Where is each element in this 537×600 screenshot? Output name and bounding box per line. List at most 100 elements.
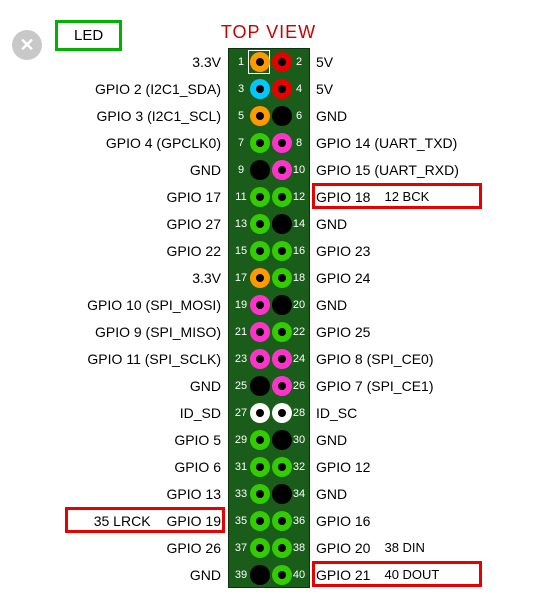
pin-number: 12 <box>290 183 308 210</box>
pin-number: 14 <box>290 210 308 237</box>
pin-label-right: 5V <box>314 48 536 75</box>
pin-hole <box>250 187 270 207</box>
pin-hole <box>250 133 270 153</box>
pin-label-left: ID_SD <box>1 399 223 426</box>
pin-label-right: GND <box>314 102 536 129</box>
highlight-box <box>312 183 482 209</box>
pin-label-left: GPIO 2 (I2C1_SDA) <box>1 75 223 102</box>
pin-hole <box>272 457 292 477</box>
highlight-box <box>312 561 482 587</box>
pin-label-left: GND <box>1 372 223 399</box>
pin-number: 3 <box>232 75 250 102</box>
led-callout: LED <box>55 20 122 51</box>
pin-label-left: 3.3V <box>1 264 223 291</box>
pin-number: 30 <box>290 426 308 453</box>
pin-label-right: GPIO 14 (UART_TXD) <box>314 129 536 156</box>
pin-hole <box>250 511 270 531</box>
pin-number: 28 <box>290 399 308 426</box>
pin-label-left: GPIO 17 <box>1 183 223 210</box>
pin-hole <box>272 484 292 504</box>
pin-hole <box>272 241 292 261</box>
pin-label-right: GPIO 23 <box>314 237 536 264</box>
pin-number: 34 <box>290 480 308 507</box>
pin-label-right: GPIO 15 (UART_RXD) <box>314 156 536 183</box>
pin-hole <box>272 268 292 288</box>
pin-label-right: GPIO 8 (SPI_CE0) <box>314 345 536 372</box>
pin-hole <box>250 106 270 126</box>
pin-label-right: GPIO 12 <box>314 453 536 480</box>
pin-hole <box>250 52 270 72</box>
pin-number: 35 <box>232 507 250 534</box>
pin-label-left: GPIO 13 <box>1 480 223 507</box>
pin-number: 5 <box>232 102 250 129</box>
highlight-box <box>65 507 225 533</box>
pin-number: 16 <box>290 237 308 264</box>
pin-hole <box>272 214 292 234</box>
pin-hole <box>250 79 270 99</box>
pin-label-right: GND <box>314 480 536 507</box>
pin-label-right: ID_SC <box>314 399 536 426</box>
pin-number: 17 <box>232 264 250 291</box>
pin-hole <box>272 565 292 585</box>
pin-hole <box>272 511 292 531</box>
pin-number: 7 <box>232 129 250 156</box>
pin-number: 26 <box>290 372 308 399</box>
pinout-diagram: ✕ LED TOP VIEW 3.3V125VGPIO 2 (I2C1_SDA)… <box>0 0 537 600</box>
pin-hole <box>250 160 270 180</box>
pin-number: 29 <box>232 426 250 453</box>
pin-number: 18 <box>290 264 308 291</box>
pin-label-right: GPIO 7 (SPI_CE1) <box>314 372 536 399</box>
pin-number: 10 <box>290 156 308 183</box>
pin-number: 8 <box>290 129 308 156</box>
pin-hole <box>250 457 270 477</box>
pin-label-left: GND <box>1 561 223 588</box>
pin-number: 6 <box>290 102 308 129</box>
pin-number: 36 <box>290 507 308 534</box>
title: TOP VIEW <box>221 22 316 43</box>
pin-label-right: GND <box>314 210 536 237</box>
led-label: LED <box>74 27 103 44</box>
pin-number: 38 <box>290 534 308 561</box>
pin-number: 19 <box>232 291 250 318</box>
pin-hole <box>250 430 270 450</box>
pin-hole <box>250 538 270 558</box>
pin-label-left: GPIO 3 (I2C1_SCL) <box>1 102 223 129</box>
pin-hole <box>272 52 292 72</box>
pin-hole <box>272 106 292 126</box>
pin-hole <box>250 349 270 369</box>
pin-label-left: 3.3V <box>1 48 223 75</box>
pin-hole <box>272 322 292 342</box>
pin-number: 31 <box>232 453 250 480</box>
pin-number: 13 <box>232 210 250 237</box>
pin-hole <box>250 214 270 234</box>
pin-hole <box>272 349 292 369</box>
pin-label-right: GPIO 16 <box>314 507 536 534</box>
pin-label-right: GPIO 25 <box>314 318 536 345</box>
pin-label-left: GPIO 9 (SPI_MISO) <box>1 318 223 345</box>
pin-number: 25 <box>232 372 250 399</box>
pin-label-left: GPIO 26 <box>1 534 223 561</box>
pin-number: 32 <box>290 453 308 480</box>
pin-hole <box>250 322 270 342</box>
pin-number: 4 <box>290 75 308 102</box>
pin-label-right: GND <box>314 291 536 318</box>
pin-number: 40 <box>290 561 308 588</box>
pin-hole <box>272 430 292 450</box>
pin-label-left: GND <box>1 156 223 183</box>
pin-label-left: GPIO 10 (SPI_MOSI) <box>1 291 223 318</box>
pin-label-right: GND <box>314 426 536 453</box>
pin-hole <box>272 187 292 207</box>
pin-label-right: GPIO 2038 DIN <box>314 534 536 561</box>
pin-hole <box>250 565 270 585</box>
pin-hole <box>272 376 292 396</box>
pin-label-left: GPIO 22 <box>1 237 223 264</box>
pin-label-right: 5V <box>314 75 536 102</box>
pin-hole <box>250 376 270 396</box>
pin-number: 23 <box>232 345 250 372</box>
pin-hole <box>250 484 270 504</box>
pin-number: 33 <box>232 480 250 507</box>
pin-hole <box>250 268 270 288</box>
pin-label-left: GPIO 11 (SPI_SCLK) <box>1 345 223 372</box>
pin-number: 11 <box>232 183 250 210</box>
pin-hole <box>272 403 292 423</box>
